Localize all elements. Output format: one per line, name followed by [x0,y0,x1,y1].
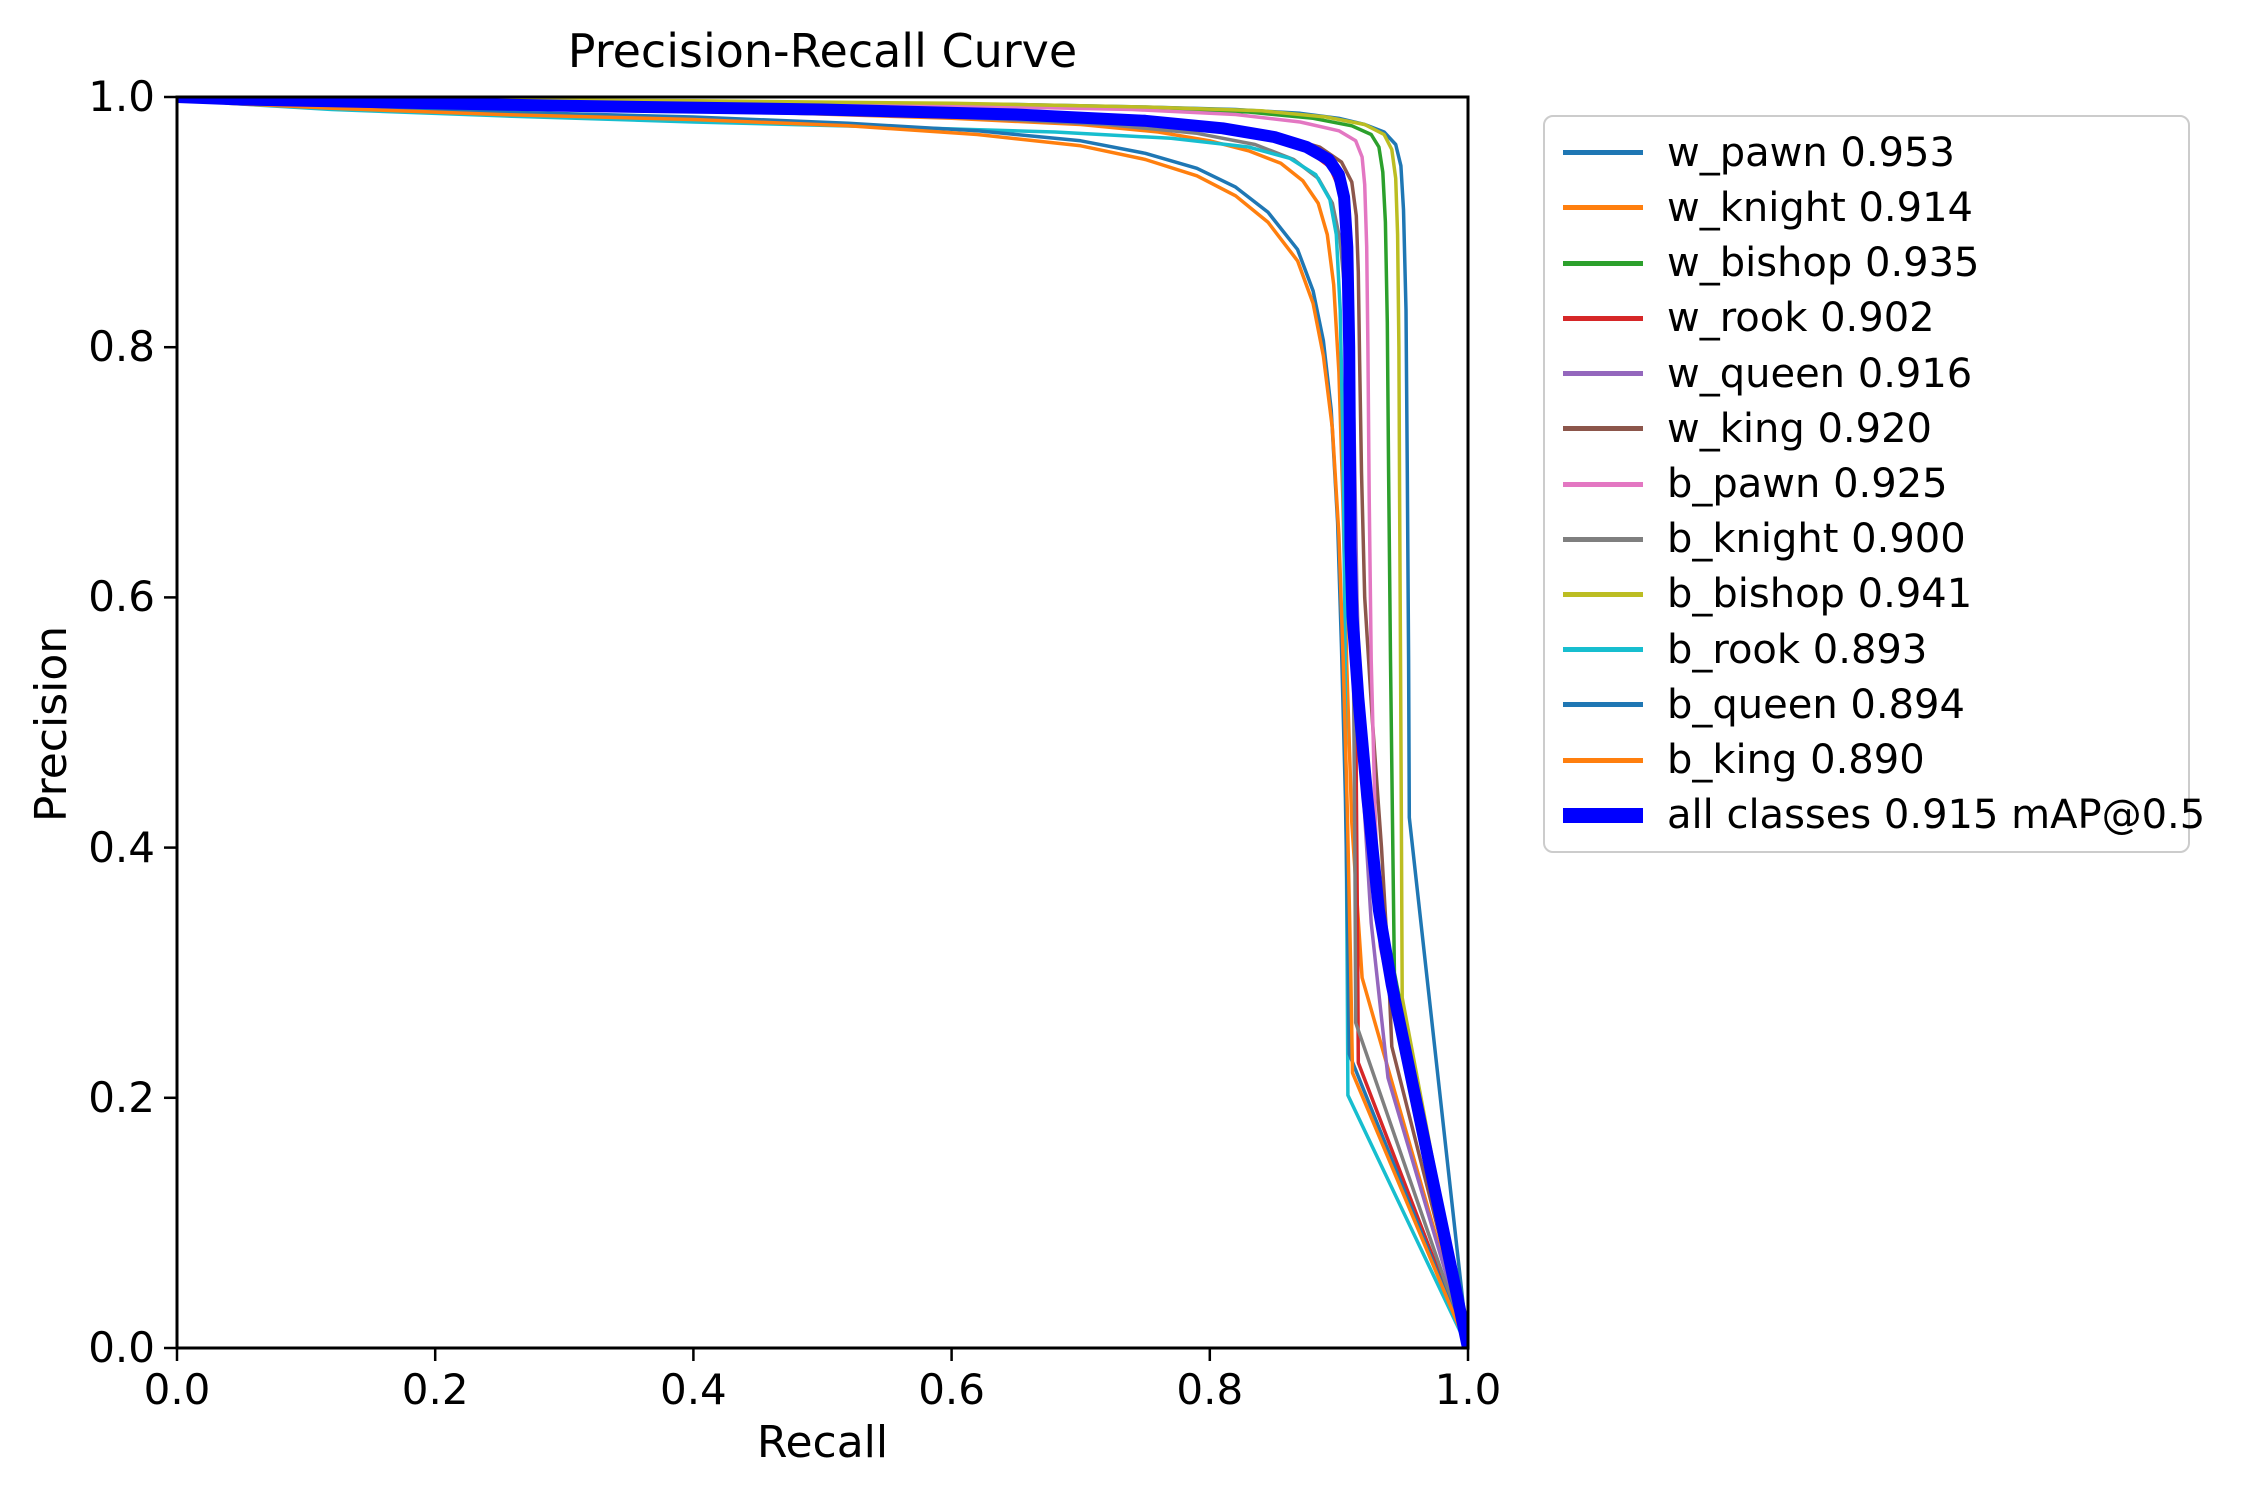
chart-title: Precision-Recall Curve [567,24,1078,78]
legend-label: w_pawn 0.953 [1667,129,1955,176]
x-tick-label: 0.0 [143,1365,211,1414]
legend-label: w_king 0.920 [1667,405,1932,452]
legend-item-b_pawn: b_pawn 0.925 [1545,456,2188,511]
x-axis-label: Recall [756,1417,889,1468]
x-tick-label: 0.6 [918,1365,985,1414]
legend-item-all-classes: all classes 0.915 mAP@0.5 [1545,788,2205,843]
legend: w_pawn 0.953 w_knight 0.914 w_bishop 0.935… [1543,115,2205,853]
y-tick-label: 0.2 [88,1072,155,1122]
pr-curve-all-classes [177,97,1468,1348]
x-tick-label: 0.8 [1176,1365,1244,1414]
pr-curves [177,97,1468,1348]
pr-curve-b_king [177,97,1468,1348]
y-tick-label: 0.0 [88,1323,155,1372]
legend-line-swatch [1563,426,1643,432]
legend-item-w_bishop: w_bishop 0.935 [1545,235,2188,290]
legend-line-swatch [1563,260,1643,266]
pr-curve-b_knight [177,97,1468,1348]
legend-item-b_rook: b_rook 0.893 [1545,622,2188,677]
axis-ticks [164,95,1470,1361]
legend-line-swatch [1563,315,1643,321]
pr-curve-w_queen [177,97,1468,1348]
pr-curve-w_bishop [177,97,1468,1348]
x-tick-label: 0.2 [401,1365,469,1414]
legend-label: w_rook 0.902 [1667,295,1935,342]
legend-line-swatch [1563,591,1643,597]
pr-curve-w_knight [177,97,1468,1348]
legend-item-w_rook: w_rook 0.902 [1545,291,2188,346]
legend-line-swatch [1563,205,1643,211]
legend-label: b_knight 0.900 [1667,516,1966,563]
legend-label: w_queen 0.916 [1667,350,1973,397]
legend-item-w_knight: w_knight 0.914 [1545,180,2188,235]
pr-curve-w_king [177,97,1468,1348]
x-tick-label: 0.4 [659,1365,727,1414]
legend-item-b_bishop: b_bishop 0.941 [1545,567,2188,622]
y-tick-label: 1.0 [88,72,155,121]
legend-item-w_pawn: w_pawn 0.953 [1545,125,2188,180]
y-tick-label: 0.6 [88,572,155,622]
legend-label: b_pawn 0.925 [1667,461,1948,508]
legend-label: b_queen 0.894 [1667,681,1965,728]
legend-line-swatch [1563,536,1643,542]
pr-curve-w_rook [177,97,1468,1348]
legend-item-w_king: w_king 0.920 [1545,401,2188,456]
legend-item-b_queen: b_queen 0.894 [1545,677,2188,732]
legend-line-swatch [1563,757,1643,763]
y-tick-label: 0.4 [88,822,155,872]
legend-label: w_knight 0.914 [1667,184,1973,231]
legend-label: b_bishop 0.941 [1667,571,1973,618]
axes-spines [175,95,1470,1350]
legend-line-swatch [1563,702,1643,708]
legend-item-b_king: b_king 0.890 [1545,733,2188,788]
pr-curve-b_rook [177,97,1468,1348]
legend-line-swatch [1563,371,1643,377]
pr-curve-b_queen [177,97,1468,1348]
legend-line-swatch [1563,150,1643,156]
legend-item-b_knight: b_knight 0.900 [1545,512,2188,567]
legend-line-swatch [1563,807,1643,823]
pr-curve-b_pawn [177,97,1468,1348]
legend-item-w_queen: w_queen 0.916 [1545,346,2188,401]
legend-label: w_bishop 0.935 [1667,240,1980,287]
legend-label: b_king 0.890 [1667,737,1925,784]
y-tick-label: 0.8 [88,322,155,372]
legend-line-swatch [1563,481,1643,487]
legend-label: all classes 0.915 mAP@0.5 [1667,792,2206,839]
pr-curve-b_bishop [177,97,1468,1348]
legend-line-swatch [1563,647,1643,653]
pr-curve-w_pawn [177,97,1468,1348]
legend-label: b_rook 0.893 [1667,626,1928,673]
x-tick-label: 1.0 [1434,1365,1502,1414]
